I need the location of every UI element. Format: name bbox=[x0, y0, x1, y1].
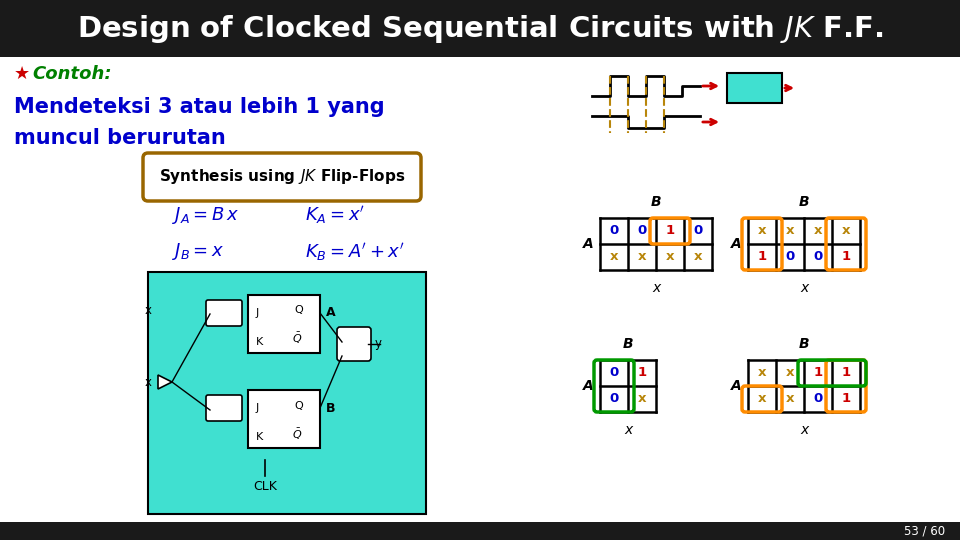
FancyBboxPatch shape bbox=[337, 327, 371, 361]
Text: $J_A = B\,x$: $J_A = B\,x$ bbox=[172, 205, 240, 226]
Text: A: A bbox=[731, 237, 741, 251]
Text: 0: 0 bbox=[693, 225, 703, 238]
Text: x: x bbox=[665, 251, 674, 264]
Text: J: J bbox=[256, 308, 259, 318]
Text: x: x bbox=[757, 393, 766, 406]
Text: 1: 1 bbox=[841, 367, 851, 380]
Text: x: x bbox=[757, 225, 766, 238]
Text: 1: 1 bbox=[841, 393, 851, 406]
Text: $K_A = x'$: $K_A = x'$ bbox=[305, 204, 365, 226]
Text: 1: 1 bbox=[841, 251, 851, 264]
Text: $\bar{Q}$: $\bar{Q}$ bbox=[292, 427, 302, 442]
Text: 0: 0 bbox=[813, 251, 823, 264]
Text: x: x bbox=[637, 251, 646, 264]
Text: ★: ★ bbox=[14, 65, 30, 83]
Text: A: A bbox=[326, 307, 336, 320]
Text: $J_B = x$: $J_B = x$ bbox=[172, 241, 225, 262]
Text: Q: Q bbox=[294, 305, 302, 315]
Text: $\bar{Q}$: $\bar{Q}$ bbox=[292, 330, 302, 346]
Text: K: K bbox=[256, 337, 263, 347]
Text: 0: 0 bbox=[610, 393, 618, 406]
FancyBboxPatch shape bbox=[206, 300, 242, 326]
Text: muncul berurutan: muncul berurutan bbox=[14, 128, 226, 148]
Text: B: B bbox=[799, 337, 809, 351]
Text: x: x bbox=[757, 367, 766, 380]
Text: Contoh:: Contoh: bbox=[32, 65, 111, 83]
Text: x: x bbox=[694, 251, 703, 264]
Text: x: x bbox=[652, 281, 660, 295]
Text: x: x bbox=[800, 423, 808, 437]
Text: J: J bbox=[256, 403, 259, 413]
Text: 0: 0 bbox=[637, 225, 647, 238]
Text: Mendeteksi 3 atau lebih 1 yang: Mendeteksi 3 atau lebih 1 yang bbox=[14, 97, 385, 117]
Text: K: K bbox=[256, 432, 263, 442]
Text: x: x bbox=[814, 225, 823, 238]
Polygon shape bbox=[158, 375, 172, 389]
Text: x: x bbox=[610, 251, 618, 264]
Text: A: A bbox=[583, 379, 593, 393]
Text: x: x bbox=[145, 375, 152, 388]
FancyBboxPatch shape bbox=[206, 395, 242, 421]
Text: 0: 0 bbox=[785, 251, 795, 264]
Text: B: B bbox=[623, 337, 634, 351]
Text: x: x bbox=[624, 423, 632, 437]
Text: $K_B = A' + x'$: $K_B = A' + x'$ bbox=[305, 241, 404, 263]
Text: 53 / 60: 53 / 60 bbox=[904, 524, 945, 537]
Text: A: A bbox=[583, 237, 593, 251]
Text: B: B bbox=[326, 402, 335, 415]
Text: Synthesis using $\mathit{JK}$ Flip-Flops: Synthesis using $\mathit{JK}$ Flip-Flops bbox=[158, 167, 405, 186]
Text: 1: 1 bbox=[637, 367, 647, 380]
Text: 1: 1 bbox=[757, 251, 767, 264]
Text: x: x bbox=[842, 225, 851, 238]
Text: 1: 1 bbox=[813, 367, 823, 380]
Text: A: A bbox=[731, 379, 741, 393]
Text: x: x bbox=[785, 393, 794, 406]
Bar bbox=[0, 522, 960, 540]
Text: y: y bbox=[375, 338, 382, 350]
Text: x: x bbox=[785, 367, 794, 380]
Text: x: x bbox=[637, 393, 646, 406]
Text: Design of Clocked Sequential Circuits with $\mathit{JK}$ F.F.: Design of Clocked Sequential Circuits wi… bbox=[77, 13, 883, 45]
Bar bbox=[148, 272, 426, 514]
Text: 0: 0 bbox=[813, 393, 823, 406]
Text: x: x bbox=[785, 225, 794, 238]
Text: CLK: CLK bbox=[253, 481, 276, 494]
Bar bbox=[248, 295, 320, 353]
Text: 1: 1 bbox=[665, 225, 675, 238]
Bar bbox=[248, 390, 320, 448]
Text: x: x bbox=[145, 303, 152, 316]
Text: B: B bbox=[651, 195, 661, 209]
Bar bbox=[0, 0, 960, 57]
Bar bbox=[727, 73, 782, 103]
Text: 0: 0 bbox=[610, 225, 618, 238]
Text: B: B bbox=[799, 195, 809, 209]
Text: x: x bbox=[800, 281, 808, 295]
Text: Q: Q bbox=[294, 401, 302, 411]
FancyBboxPatch shape bbox=[143, 153, 421, 201]
Text: 0: 0 bbox=[610, 367, 618, 380]
